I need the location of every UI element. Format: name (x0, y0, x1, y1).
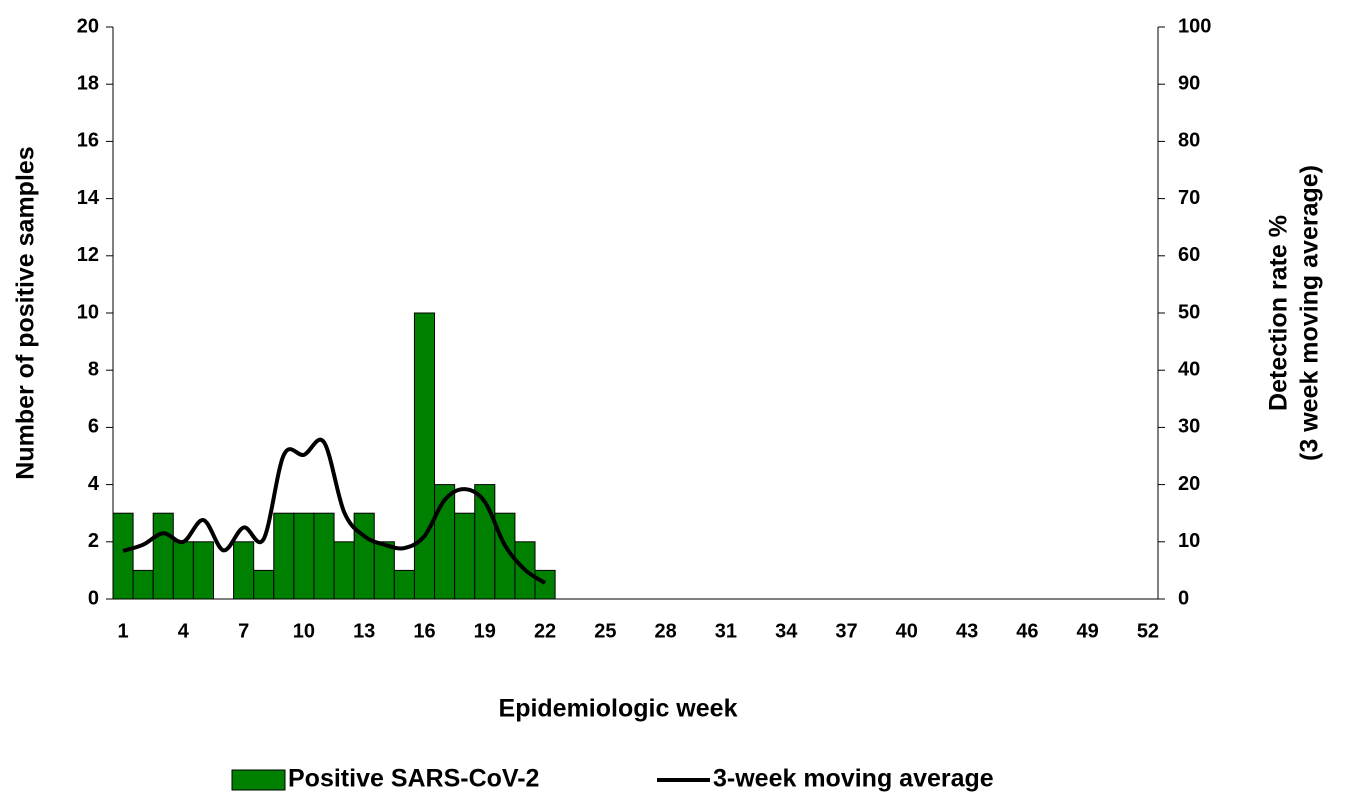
x-tick-label: 10 (293, 620, 315, 642)
y2-tick-label: 70 (1178, 187, 1200, 209)
y-tick-label: 4 (88, 473, 100, 495)
x-tick-label: 13 (353, 620, 375, 642)
bar (313, 512, 335, 600)
bar (353, 512, 375, 600)
x-tick-label: 22 (534, 620, 556, 642)
bar (293, 512, 315, 600)
y-tick-label: 10 (77, 301, 99, 323)
y2-tick-label: 80 (1178, 130, 1200, 152)
bar (393, 569, 415, 600)
y2-tick-label: 60 (1178, 244, 1200, 266)
y-tick-label: 12 (77, 244, 99, 266)
y2-axis-title: (3 week moving average) (1296, 165, 1324, 461)
bar (132, 569, 154, 600)
x-tick-label: 43 (956, 620, 978, 642)
x-tick-label: 4 (178, 620, 190, 642)
y2-axis-title: Detection rate % (1265, 215, 1293, 411)
x-tick-label: 31 (715, 620, 737, 642)
y2-tick-label: 40 (1178, 358, 1200, 380)
x-tick-label: 40 (896, 620, 918, 642)
x-tick-label: 1 (117, 620, 128, 642)
bar (333, 541, 355, 600)
y-tick-label: 8 (88, 358, 99, 380)
legend-label: Positive SARS-CoV-2 (288, 765, 539, 793)
y-axis-title: Number of positive samples (12, 146, 40, 479)
y-tick-label: 2 (88, 530, 99, 552)
y-tick-label: 20 (77, 15, 99, 37)
x-tick-label: 25 (594, 620, 616, 642)
y2-tick-label: 20 (1178, 473, 1200, 495)
y-tick-label: 16 (77, 130, 99, 152)
x-tick-label: 16 (413, 620, 435, 642)
x-tick-label: 52 (1137, 620, 1159, 642)
x-axis-title: Epidemiologic week (499, 695, 738, 723)
y-tick-label: 18 (77, 72, 99, 94)
x-tick-label: 7 (238, 620, 249, 642)
y2-tick-label: 0 (1178, 587, 1189, 609)
y2-tick-label: 50 (1178, 301, 1200, 323)
y2-tick-label: 90 (1178, 72, 1200, 94)
y-tick-label: 6 (88, 416, 99, 438)
legend-label: 3-week moving average (713, 765, 994, 793)
x-tick-label: 46 (1016, 620, 1038, 642)
x-tick-label: 49 (1077, 620, 1099, 642)
legend-swatch (231, 769, 286, 791)
bar (192, 541, 214, 600)
x-tick-label: 19 (474, 620, 496, 642)
y2-tick-label: 30 (1178, 416, 1200, 438)
y-tick-label: 0 (88, 587, 99, 609)
bar (172, 541, 194, 600)
x-tick-label: 37 (835, 620, 857, 642)
bar (454, 512, 476, 600)
y2-tick-label: 100 (1178, 15, 1211, 37)
bar (273, 512, 295, 600)
bar (373, 541, 395, 600)
y2-tick-label: 10 (1178, 530, 1200, 552)
bar (152, 512, 174, 600)
bar (413, 312, 436, 600)
bar (233, 541, 255, 600)
line (122, 437, 547, 585)
x-tick-label: 34 (775, 620, 798, 642)
y-tick-label: 14 (77, 187, 100, 209)
x-tick-label: 28 (655, 620, 677, 642)
bar (112, 512, 134, 600)
bar (253, 569, 275, 600)
bar (534, 569, 556, 600)
